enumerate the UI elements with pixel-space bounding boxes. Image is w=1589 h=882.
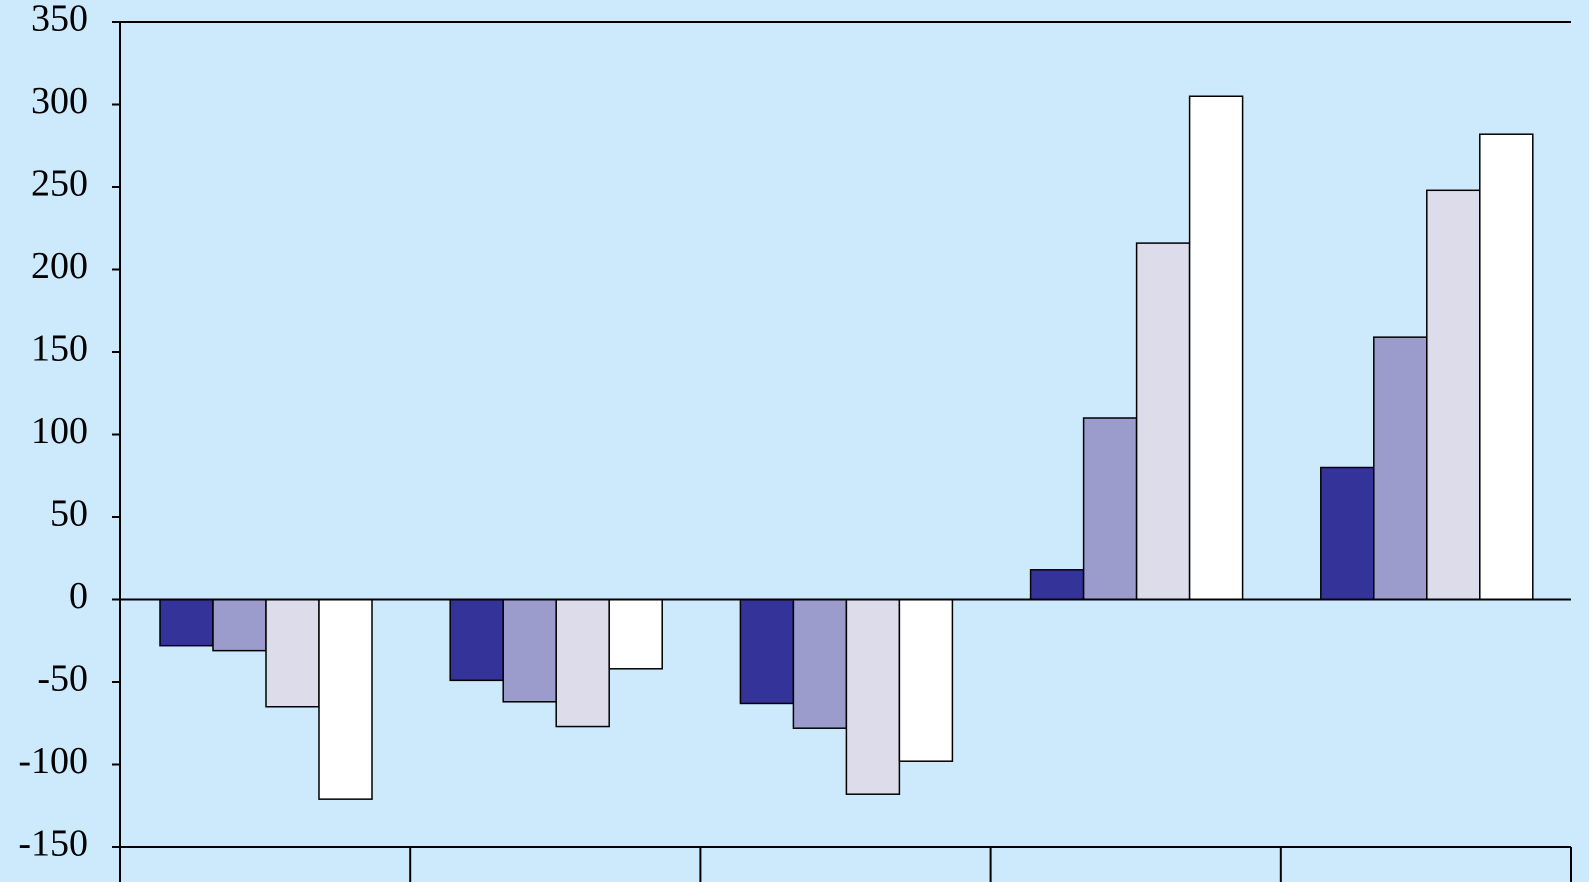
bar — [212, 598, 267, 652]
y-tick-label: 50 — [50, 493, 88, 535]
y-tick-label: 350 — [31, 0, 88, 40]
bar — [1479, 133, 1534, 601]
y-tick-label: 250 — [31, 163, 88, 205]
bar — [1135, 242, 1191, 601]
bar — [898, 598, 954, 762]
bar — [1029, 569, 1085, 601]
y-tick-label: -150 — [18, 823, 88, 865]
bar — [1082, 417, 1138, 601]
bar — [845, 598, 901, 795]
bar — [1426, 189, 1481, 601]
bar — [1320, 466, 1375, 601]
bar — [1373, 336, 1428, 601]
y-tick-label: 100 — [31, 410, 88, 452]
bar — [1188, 95, 1244, 601]
bar — [555, 598, 610, 728]
y-tick-label: 200 — [31, 245, 88, 287]
y-tick-label: 150 — [31, 328, 88, 370]
bar — [792, 598, 848, 729]
bar — [608, 598, 663, 670]
y-tick-label: -50 — [37, 658, 88, 700]
bar — [265, 598, 320, 708]
bar — [159, 598, 214, 647]
bar — [739, 598, 795, 705]
y-tick-label: -100 — [18, 740, 88, 782]
bar — [502, 598, 557, 703]
bar — [449, 598, 504, 682]
bar — [318, 598, 373, 800]
y-tick-label: 300 — [31, 80, 88, 122]
y-tick-label: 0 — [69, 575, 88, 617]
